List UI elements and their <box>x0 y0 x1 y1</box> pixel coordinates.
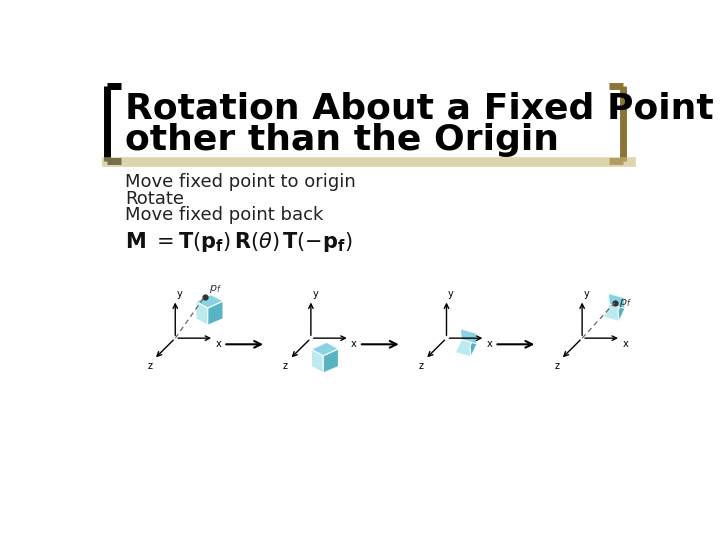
Text: y: y <box>312 289 318 299</box>
Text: y: y <box>584 289 590 299</box>
Text: y: y <box>448 289 454 299</box>
Polygon shape <box>311 342 338 356</box>
Text: Rotate: Rotate <box>125 190 184 207</box>
Polygon shape <box>470 333 477 357</box>
Polygon shape <box>603 304 625 321</box>
Text: x: x <box>351 339 357 349</box>
Text: $p_f$: $p_f$ <box>209 283 221 295</box>
Text: Rotation About a Fixed Point: Rotation About a Fixed Point <box>125 92 714 126</box>
Polygon shape <box>455 340 477 357</box>
Polygon shape <box>196 301 208 325</box>
Text: z: z <box>418 361 423 371</box>
Text: Move fixed point to origin: Move fixed point to origin <box>125 173 356 191</box>
Polygon shape <box>460 329 477 344</box>
Text: y: y <box>177 289 183 299</box>
Text: x: x <box>622 339 628 349</box>
Text: other than the Origin: other than the Origin <box>125 123 559 157</box>
Polygon shape <box>618 298 625 321</box>
Text: z: z <box>283 361 288 371</box>
Text: x: x <box>487 339 492 349</box>
Text: z: z <box>148 361 153 371</box>
Polygon shape <box>208 301 223 325</box>
Text: Move fixed point back: Move fixed point back <box>125 206 323 225</box>
Polygon shape <box>196 295 223 308</box>
Polygon shape <box>608 293 625 308</box>
Text: $\mathbf{M}$ $= \mathbf{T}(\mathbf{p_f})\,\mathbf{R}(\theta)\,\mathbf{T}(-\mathb: $\mathbf{M}$ $= \mathbf{T}(\mathbf{p_f})… <box>125 230 353 254</box>
Text: z: z <box>554 361 559 371</box>
Text: $p_f$: $p_f$ <box>618 297 631 309</box>
Polygon shape <box>323 349 338 373</box>
Text: x: x <box>215 339 221 349</box>
Polygon shape <box>311 349 323 373</box>
